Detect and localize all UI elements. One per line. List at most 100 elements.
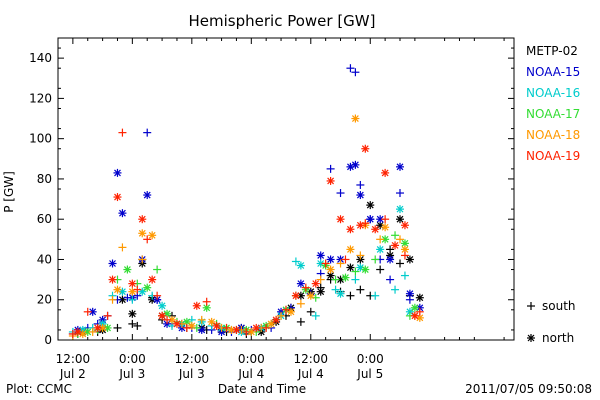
y-tick-label: 120	[29, 91, 52, 105]
data-point-south	[326, 164, 335, 173]
data-point-south	[321, 259, 330, 268]
data-point-north	[356, 191, 365, 200]
data-point-north	[143, 283, 152, 292]
chart-title: Hemispheric Power [GW]	[189, 12, 376, 30]
data-point-south	[282, 305, 290, 314]
data-point-south	[356, 180, 365, 189]
data-point-south	[143, 235, 152, 244]
legend-star-marker	[527, 334, 535, 342]
legend-series-label: NOAA-19	[526, 149, 580, 163]
data-point-south	[331, 285, 340, 294]
x-tick-time-label: 12:00	[293, 352, 328, 366]
data-point-south	[356, 285, 365, 294]
data-point-north	[128, 287, 137, 296]
data-point-south	[113, 323, 122, 332]
data-point-north	[316, 251, 325, 260]
data-point-north	[415, 293, 424, 302]
data-point-south	[400, 271, 409, 280]
data-point-south	[356, 251, 365, 260]
data-point-north	[128, 279, 137, 288]
data-point-south	[386, 275, 395, 284]
data-point-north	[108, 259, 117, 268]
x-tick-date-label: Jul 3	[178, 367, 205, 381]
data-point-north	[381, 235, 390, 244]
data-point-south	[153, 265, 162, 274]
data-point-north	[138, 229, 147, 238]
data-point-north	[197, 325, 206, 334]
data-point-south	[376, 235, 385, 244]
legend-series-label: METP-02	[526, 44, 578, 58]
data-point-north	[306, 291, 315, 300]
data-point-north	[158, 311, 167, 320]
data-point-north	[212, 321, 221, 330]
data-point-south	[128, 319, 137, 328]
data-point-south	[381, 215, 390, 224]
data-point-south	[400, 251, 409, 260]
data-point-north	[148, 275, 157, 284]
data-point-north	[143, 191, 152, 200]
data-point-south	[336, 259, 345, 268]
data-point-south	[415, 307, 424, 316]
data-point-south	[396, 259, 404, 268]
data-point-north	[326, 265, 335, 274]
data-point-north	[192, 301, 201, 310]
data-point-south	[103, 311, 112, 320]
data-point-north	[138, 287, 147, 296]
data-point-north	[113, 193, 122, 202]
data-point-south	[118, 128, 127, 137]
legend-series-label: NOAA-17	[526, 107, 580, 121]
data-point-north	[346, 245, 355, 254]
data-point-south	[182, 323, 191, 332]
y-tick-label: 140	[29, 51, 52, 65]
data-point-south	[143, 128, 152, 137]
data-point-north	[123, 265, 132, 274]
x-tick-date-label: Jul 4	[297, 367, 324, 381]
data-point-north	[78, 329, 87, 338]
series-legend: METP-02 NOAA-15 NOAA-16 NOAA-17 NOAA-18 NOAA-…	[526, 44, 580, 163]
data-points	[68, 64, 424, 340]
data-point-south	[311, 311, 320, 320]
data-point-south	[128, 295, 137, 304]
data-point-north	[400, 239, 409, 248]
data-point-south	[341, 255, 350, 264]
data-point-south	[118, 243, 127, 252]
data-point-south	[376, 265, 385, 274]
data-point-north	[113, 285, 122, 294]
data-point-north	[187, 321, 196, 330]
x-tick-date-label: Jul 5	[356, 367, 383, 381]
y-tick-label: 0	[44, 333, 52, 347]
data-point-south	[296, 317, 305, 326]
data-point-south	[133, 285, 142, 294]
data-point-north	[148, 231, 157, 240]
data-point-north	[316, 287, 325, 296]
data-point-north	[207, 317, 216, 326]
data-point-north	[232, 325, 241, 334]
data-point-south	[396, 189, 404, 198]
data-point-north	[336, 289, 345, 298]
data-point-north	[267, 319, 276, 328]
data-point-south	[197, 315, 206, 324]
data-point-north	[405, 289, 414, 298]
data-point-north	[356, 221, 365, 230]
data-point-south	[242, 327, 251, 336]
data-point-south	[351, 68, 360, 77]
data-point-north	[405, 255, 414, 264]
data-point-south	[351, 275, 360, 284]
data-point-south	[316, 275, 325, 284]
y-tick-label: 40	[37, 252, 52, 266]
data-point-north	[381, 223, 390, 232]
data-point-south	[88, 327, 97, 336]
y-axis-label: P [GW]	[2, 171, 16, 213]
data-point-north	[138, 215, 147, 224]
data-point-south	[222, 323, 231, 332]
data-point-south	[262, 323, 271, 332]
data-point-north	[366, 215, 375, 224]
y-tick-label: 20	[37, 293, 52, 307]
data-point-north	[351, 114, 360, 123]
data-point-south	[202, 297, 211, 306]
plot-timestamp: 2011/07/05 09:50:08	[465, 382, 592, 396]
marker-legend: south north	[527, 299, 576, 345]
data-point-north	[371, 225, 380, 234]
data-point-north	[361, 144, 370, 153]
